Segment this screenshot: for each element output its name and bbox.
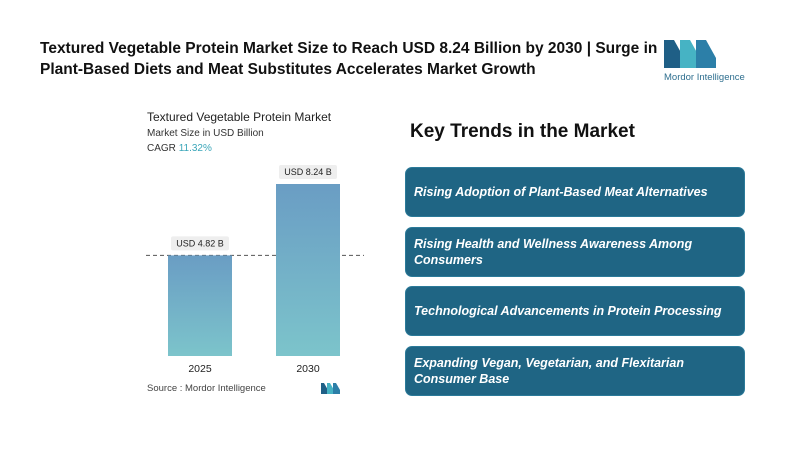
- bar-chart: USD 4.82 B 2025 USD 8.24 B 2030: [146, 165, 364, 375]
- cagr-label: CAGR: [147, 143, 176, 154]
- trend-card-2: Rising Health and Wellness Awareness Amo…: [405, 227, 745, 277]
- bar-2030: [276, 184, 340, 356]
- trend-label: Rising Adoption of Plant-Based Meat Alte…: [414, 185, 708, 199]
- data-label: USD 8.24 B: [284, 167, 332, 177]
- trend-card-3: Technological Advancements in Protein Pr…: [405, 286, 745, 336]
- x-tick-label: 2030: [296, 363, 320, 375]
- trends-title: Key Trends in the Market: [410, 121, 635, 142]
- mini-logo-icon: [321, 383, 340, 394]
- logo-text: Mordor Intelligence: [664, 72, 745, 83]
- bar-2025: [168, 255, 232, 356]
- trend-label: Rising Health and Wellness Awareness Amo…: [414, 237, 693, 267]
- chart-subtitle: Market Size in USD Billion: [147, 128, 264, 139]
- mordor-logo-icon: [664, 40, 716, 68]
- chart-cagr: CAGR 11.32%: [147, 143, 212, 154]
- data-label: USD 4.82 B: [176, 238, 224, 248]
- trend-label: Technological Advancements in Protein Pr…: [414, 304, 722, 318]
- page-headline: Textured Vegetable Protein Market Size t…: [40, 40, 658, 78]
- trend-card-4: Expanding Vegan, Vegetarian, and Flexita…: [405, 346, 745, 396]
- cagr-value: 11.32%: [178, 143, 212, 154]
- data-label-bg: [279, 165, 337, 179]
- chart-title: Textured Vegetable Protein Market: [147, 110, 332, 124]
- x-tick-label: 2025: [188, 363, 212, 375]
- trend-label: Expanding Vegan, Vegetarian, and Flexita…: [414, 356, 684, 386]
- trend-card-1: Rising Adoption of Plant-Based Meat Alte…: [405, 167, 745, 217]
- data-label-bg: [171, 236, 229, 251]
- chart-source: Source : Mordor Intelligence: [147, 383, 266, 394]
